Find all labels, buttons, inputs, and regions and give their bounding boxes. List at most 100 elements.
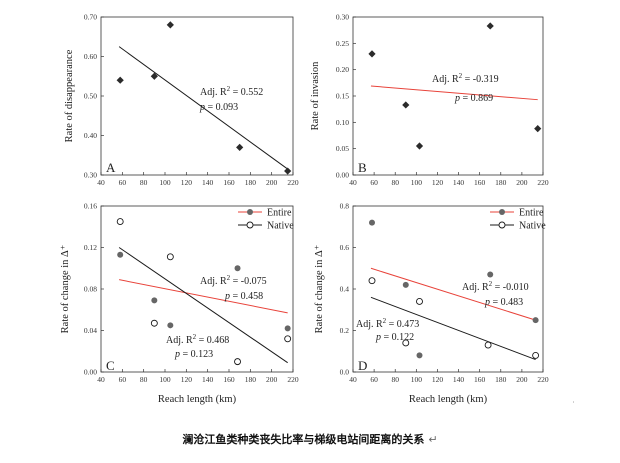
panel-label: D xyxy=(358,358,367,373)
adj-r-label: Adj. R xyxy=(166,335,193,346)
adj-r2-annotation: Adj. R2 = -0.075 xyxy=(200,274,267,287)
legend-label-native: Native xyxy=(519,221,546,232)
y-tick-label: 0.12 xyxy=(84,243,97,252)
y-tick-label: 0.4 xyxy=(340,285,350,294)
x-tick-label: 80 xyxy=(391,375,399,384)
x-tick-label: 120 xyxy=(181,375,193,384)
x-tick-label: 160 xyxy=(474,178,486,187)
x-tick-label: 40 xyxy=(97,375,105,384)
x-tick-label: 220 xyxy=(537,375,549,384)
x-tick-label: 200 xyxy=(266,375,278,384)
x-tick-label: 80 xyxy=(140,178,148,187)
adj-r-label: Adj. R xyxy=(462,282,489,293)
p-label: p xyxy=(224,291,230,302)
x-tick-label: 60 xyxy=(370,178,378,187)
legend-marker-native xyxy=(498,221,506,229)
p-label: p xyxy=(484,297,490,308)
x-axis-label: Reach length (km) xyxy=(158,394,237,405)
data-point-entire xyxy=(284,325,291,332)
x-tick-label: 80 xyxy=(391,178,399,187)
data-point xyxy=(486,22,494,30)
x-tick-label: 40 xyxy=(349,178,357,187)
x-tick-label: 40 xyxy=(349,375,357,384)
p-value: = 0.122 xyxy=(381,332,414,343)
fit-line-main xyxy=(118,46,288,170)
p-value: = 0.123 xyxy=(180,349,213,360)
x-tick-label: 160 xyxy=(223,375,235,384)
figure-caption: 澜沧江鱼类种类丧失比率与梯级电站间距离的关系 ↵ xyxy=(0,431,620,447)
x-tick-label: 180 xyxy=(245,178,257,187)
panel-d: 40 60 80 100 120 140 160 180 200 220 0.0 0.2 0.4 0.6 0… xyxy=(314,202,549,406)
p-label: p xyxy=(454,93,460,104)
adj-r2-annotation: Adj. R2 = 0.552 xyxy=(200,85,263,98)
y-tick-label: 0.16 xyxy=(84,202,97,211)
x-tick-label: 180 xyxy=(245,375,257,384)
y-tick-label: 0.04 xyxy=(84,326,97,335)
r-squared-superscript: 2 xyxy=(489,280,493,288)
data-point xyxy=(116,76,124,84)
adj-r-value: = 0.473 xyxy=(386,319,419,330)
stray-mark: ˙ xyxy=(572,400,575,410)
y-axis-label: Rate of change in Δ⁺ xyxy=(314,245,325,334)
panel-label: C xyxy=(106,358,115,373)
x-tick-label: 60 xyxy=(119,375,127,384)
r-squared-superscript: 2 xyxy=(459,72,463,80)
y-tick-label: 0.15 xyxy=(336,92,349,101)
adj-r2-annotation: Adj. R2 = 0.473 xyxy=(356,317,419,330)
data-point-entire xyxy=(117,251,124,258)
x-tick-label: 160 xyxy=(223,178,235,187)
fit-line-native xyxy=(370,296,536,361)
data-point-native xyxy=(150,319,158,327)
r-squared-superscript: 2 xyxy=(383,317,387,325)
p-label: p xyxy=(174,349,180,360)
data-point-entire xyxy=(402,281,409,288)
caption-return-mark: ↵ xyxy=(428,433,438,446)
panel-c: 40 60 80 100 120 140 160 180 200 220 0.00 0.04 0.08 0… xyxy=(60,202,299,406)
x-tick-label: 220 xyxy=(287,375,299,384)
adj-r-value: = -0.010 xyxy=(492,282,528,293)
y-tick-label: 0.00 xyxy=(84,368,97,377)
fit-line-main xyxy=(370,85,538,101)
x-tick-label: 60 xyxy=(370,375,378,384)
x-tick-label: 160 xyxy=(474,375,486,384)
p-value-annotation: p = 0.093 xyxy=(199,102,238,113)
data-point-native xyxy=(416,298,423,305)
data-point-native xyxy=(284,335,292,343)
x-tick-label: 120 xyxy=(432,375,444,384)
y-tick-label: 0.25 xyxy=(336,39,349,48)
adj-r-value: = 0.552 xyxy=(230,87,263,98)
adj-r2-annotation: Adj. R2 = -0.010 xyxy=(462,280,529,293)
x-tick-label: 60 xyxy=(119,178,127,187)
y-tick-label: 0.50 xyxy=(84,92,97,101)
data-point-entire xyxy=(167,322,174,329)
y-tick-label: 0.6 xyxy=(340,243,350,252)
data-point xyxy=(150,72,158,80)
plot-frame xyxy=(352,16,544,176)
legend-marker-entire xyxy=(499,209,505,215)
p-value: = 0.458 xyxy=(230,291,263,302)
data-point xyxy=(402,101,410,109)
p-value: = 0.869 xyxy=(460,93,493,104)
data-point-entire xyxy=(532,317,539,324)
legend-label-entire: Entire xyxy=(519,208,544,219)
adj-r2-annotation: Adj. R2 = 0.468 xyxy=(166,333,229,346)
x-tick-label: 180 xyxy=(495,375,507,384)
x-tick-label: 120 xyxy=(432,178,444,187)
p-value: = 0.093 xyxy=(205,102,238,113)
x-tick-label: 100 xyxy=(411,375,423,384)
caption-text: 澜沧江鱼类种类丧失比率与梯级电站间距离的关系 xyxy=(182,433,425,446)
p-value-annotation: p = 0.483 xyxy=(484,297,523,308)
data-point-native xyxy=(484,341,492,349)
x-tick-label: 200 xyxy=(516,178,528,187)
data-point-entire xyxy=(487,271,494,278)
data-point-native xyxy=(234,358,241,366)
data-point-entire xyxy=(369,219,375,226)
data-point xyxy=(415,142,424,150)
p-value: = 0.483 xyxy=(490,297,523,308)
x-tick-label: 140 xyxy=(453,178,465,187)
data-point-native xyxy=(402,339,410,347)
data-point-native xyxy=(166,253,174,261)
x-tick-label: 220 xyxy=(537,178,549,187)
legend-label-entire: Entire xyxy=(267,208,292,219)
